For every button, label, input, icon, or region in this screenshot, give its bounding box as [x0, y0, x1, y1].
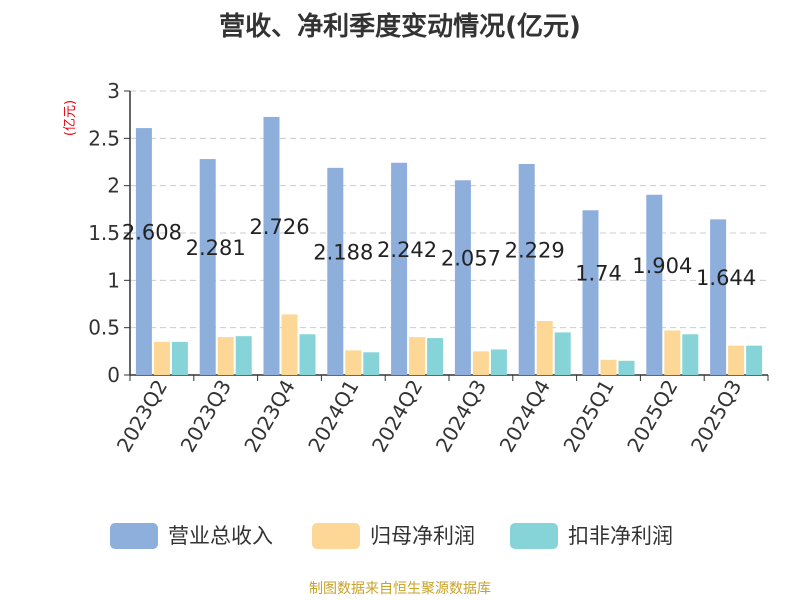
- x-tick-label: 2024Q1: [303, 376, 363, 457]
- revenue-data-label: 2.188: [313, 240, 373, 264]
- deducted-profit-bar: [554, 332, 571, 375]
- revenue-bar: [263, 116, 280, 376]
- y-tick-label: 1.5: [88, 221, 120, 245]
- deducted-profit-bar: [299, 334, 316, 375]
- y-tick-label: 0.5: [88, 316, 120, 340]
- revenue-data-label: 2.281: [186, 236, 246, 260]
- revenue-bar: [646, 194, 663, 375]
- net-profit-bar: [536, 321, 553, 375]
- x-tick-label: 2025Q3: [686, 376, 746, 457]
- revenue-data-label: 1.644: [696, 266, 756, 290]
- revenue-bar: [582, 210, 599, 375]
- chart-title: 营收、净利季度变动情况(亿元): [219, 12, 581, 42]
- revenue-data-label: 1.904: [632, 254, 692, 278]
- net-profit-bar: [345, 350, 362, 375]
- net-profit-bar: [664, 330, 681, 375]
- deducted-profit-bar: [235, 336, 252, 375]
- deducted-profit-bar: [363, 352, 380, 375]
- revenue-bar: [454, 180, 471, 375]
- deducted-profit-bar: [427, 338, 444, 375]
- revenue-data-label: 2.608: [122, 221, 182, 245]
- revenue-data-label: 2.229: [505, 238, 565, 262]
- legend-net-profit-swatch: [312, 523, 360, 549]
- net-profit-bar: [600, 359, 617, 375]
- y-tick-label: 3: [107, 79, 120, 103]
- revenue-bar: [391, 162, 408, 375]
- legend-deducted-profit-label: 扣非净利润: [568, 524, 673, 548]
- legend-revenue-label: 营业总收入: [168, 524, 273, 548]
- deducted-profit-bar: [746, 345, 763, 375]
- revenue-bar: [710, 219, 727, 375]
- y-tick-label: 2.5: [88, 126, 120, 150]
- y-axis-label: (亿元): [63, 100, 78, 136]
- revenue-data-label: 1.74: [575, 262, 622, 286]
- x-tick-label: 2025Q2: [622, 376, 682, 457]
- revenue-data-label: 2.726: [249, 215, 309, 239]
- x-tick-label: 2024Q2: [367, 376, 427, 457]
- x-tick-label: 2024Q4: [495, 376, 555, 457]
- revenue-bar: [199, 159, 216, 375]
- net-profit-bar: [728, 345, 745, 375]
- revenue-bar: [327, 167, 344, 375]
- net-profit-bar: [153, 341, 170, 375]
- deducted-profit-bar: [618, 360, 635, 375]
- data-source-note: 制图数据来自恒生聚源数据库: [309, 581, 491, 597]
- y-tick-label: 1: [107, 268, 120, 292]
- revenue-data-label: 2.242: [377, 238, 437, 262]
- legend-deducted-profit-swatch: [510, 523, 558, 549]
- revenue-data-label: 2.057: [441, 247, 501, 271]
- net-profit-bar: [409, 337, 426, 375]
- deducted-profit-bar: [682, 334, 699, 375]
- revenue-bar: [135, 128, 152, 375]
- y-tick-label: 0: [107, 363, 120, 387]
- x-tick-label: 2023Q4: [239, 376, 299, 457]
- x-tick-label: 2023Q2: [112, 376, 172, 457]
- net-profit-bar: [281, 314, 298, 375]
- legend-revenue-swatch: [110, 523, 158, 549]
- x-tick-label: 2024Q3: [431, 376, 491, 457]
- revenue-bar: [518, 163, 535, 375]
- y-tick-label: 2: [107, 174, 120, 198]
- deducted-profit-bar: [171, 341, 188, 375]
- net-profit-bar: [472, 351, 489, 375]
- net-profit-bar: [217, 337, 234, 375]
- deducted-profit-bar: [490, 349, 507, 375]
- legend-net-profit-label: 归母净利润: [370, 524, 475, 548]
- x-tick-label: 2023Q3: [176, 376, 236, 457]
- x-tick-label: 2025Q1: [558, 376, 618, 457]
